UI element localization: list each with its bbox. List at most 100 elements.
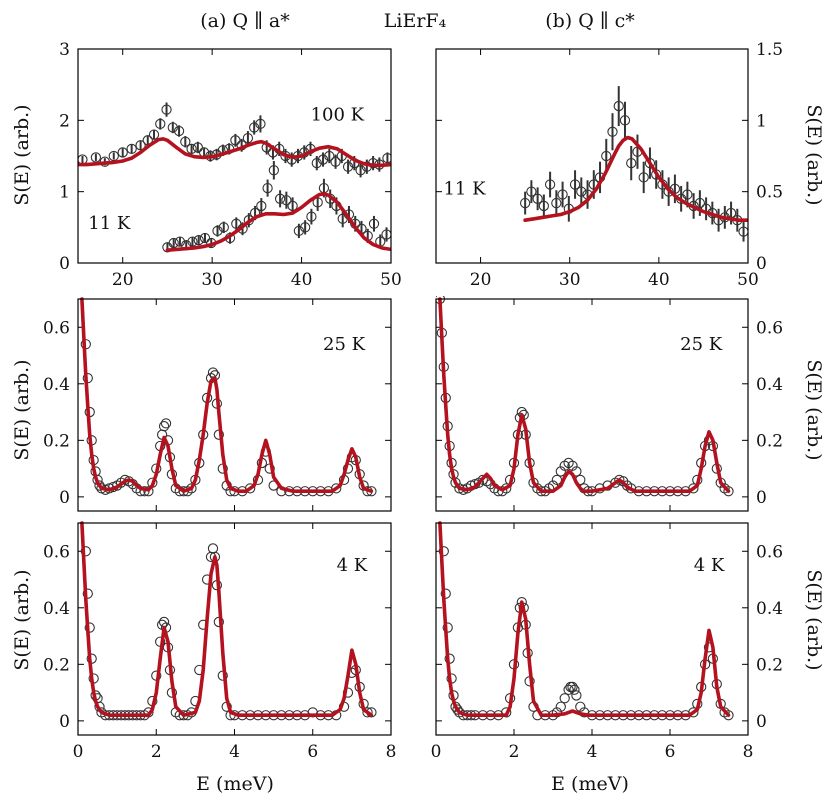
data-point (342, 161, 354, 172)
data-point (84, 622, 95, 633)
data-point (117, 147, 128, 158)
data-point (355, 165, 366, 176)
axes-frame (77, 48, 392, 264)
x-tick-label: 8 (386, 742, 397, 762)
y-tick-label: 0 (756, 254, 767, 274)
y-tick-label: 0.2 (756, 655, 783, 675)
y-tick-label: 0.4 (43, 599, 70, 619)
y-tick-label: 1 (59, 183, 70, 203)
data-point (249, 122, 260, 133)
panel-a-top: 20 30 40 50 0 1 2 3 100 K 11 K (59, 40, 402, 290)
y-tick-label: 0.2 (43, 431, 70, 451)
title-compound: LiErF₄ (384, 10, 447, 32)
data-point (613, 100, 624, 112)
data-point (274, 193, 286, 204)
axes-frame (435, 48, 749, 264)
y-tick-label: 3 (59, 40, 70, 60)
data-point (526, 186, 537, 197)
data-point (192, 142, 203, 153)
data-point (212, 225, 223, 237)
plot-area (78, 102, 391, 253)
data-point (218, 222, 229, 233)
y-tick-label: 0.4 (43, 375, 70, 395)
data-point (231, 218, 242, 229)
y-tick-label: 0 (59, 488, 70, 508)
y-tick-label: 0.5 (756, 183, 783, 203)
data-point (738, 226, 748, 237)
data-point (286, 154, 297, 165)
data-point (306, 211, 317, 222)
data-point (555, 701, 566, 712)
y-tick-label: 2 (59, 111, 70, 131)
data-point (293, 225, 305, 237)
data-point (440, 588, 451, 599)
data-point (143, 486, 154, 497)
data-point (368, 218, 380, 229)
data-point (331, 483, 342, 494)
fit-line-11-k-fit (165, 192, 391, 252)
xlabel-a: E (meV) (196, 773, 274, 795)
data-point (299, 222, 311, 233)
data-point (555, 466, 566, 477)
x-tick-label: 8 (743, 742, 754, 762)
data-point (607, 126, 618, 137)
data-point (557, 189, 568, 200)
x-tick-label: 6 (665, 742, 676, 762)
y-tick-label: 0.4 (756, 375, 783, 395)
data-point (452, 704, 463, 715)
xlabel-b: E (meV) (551, 773, 629, 795)
title-left: (a) Q ∥ a* (200, 10, 290, 32)
y-tick-label: 0 (756, 712, 767, 732)
ylabel-b-25K: S(E) (arb.) (803, 359, 825, 460)
plot-area (80, 297, 377, 497)
data-point (82, 588, 93, 599)
series-4-k-data (438, 546, 734, 721)
data-point (626, 157, 637, 169)
axes-frame (77, 522, 392, 736)
ylabel-a-4K: S(E) (arb.) (11, 569, 33, 670)
data-point (173, 125, 185, 137)
data-point (538, 200, 550, 212)
data-point (311, 157, 322, 169)
axes-frame (435, 298, 749, 512)
fit-line-4-k-fit (438, 521, 731, 718)
data-point (158, 616, 170, 628)
series-25-k-data (80, 339, 377, 497)
y-tick-label: 0.4 (756, 599, 783, 619)
data-point (519, 197, 531, 209)
data-point (155, 118, 166, 130)
ylabel-b-top: S(E) (arb.) (803, 104, 825, 205)
y-tick-label: 0 (59, 712, 70, 732)
data-point (330, 156, 341, 167)
data-point (135, 140, 146, 151)
y-tick-label: 1 (756, 111, 767, 131)
panel-a-25K: 0 0.2 0.4 0.6 25 K (43, 297, 392, 512)
data-point (262, 182, 273, 194)
series-25-k-data (436, 296, 734, 497)
data-point (230, 135, 241, 146)
x-tick-label: 20 (112, 270, 134, 290)
fit-line-25-k-fit (438, 297, 731, 494)
data-point (723, 710, 734, 721)
data-point (682, 189, 693, 200)
data-point (601, 150, 612, 162)
y-tick-label: 0.6 (756, 542, 783, 562)
data-point (571, 466, 582, 477)
panel-b-25K: 0 0.2 0.4 0.6 25 K (435, 296, 783, 512)
data-point (438, 546, 449, 557)
y-tick-label: 1.5 (756, 40, 783, 60)
data-point (207, 367, 219, 378)
temperature-label: 11 K (88, 213, 131, 234)
data-point (381, 229, 391, 240)
temperature-label: 25 K (680, 334, 723, 355)
plot-area (519, 86, 748, 242)
panel-b-top: 20 30 40 500 0.5 1 1.5 11 K (435, 40, 783, 290)
data-point (567, 460, 578, 471)
x-tick-label: 50 (380, 270, 402, 290)
data-point (723, 486, 734, 497)
data-point (193, 235, 204, 246)
data-point (126, 143, 137, 155)
temperature-label: 100 K (311, 104, 365, 125)
